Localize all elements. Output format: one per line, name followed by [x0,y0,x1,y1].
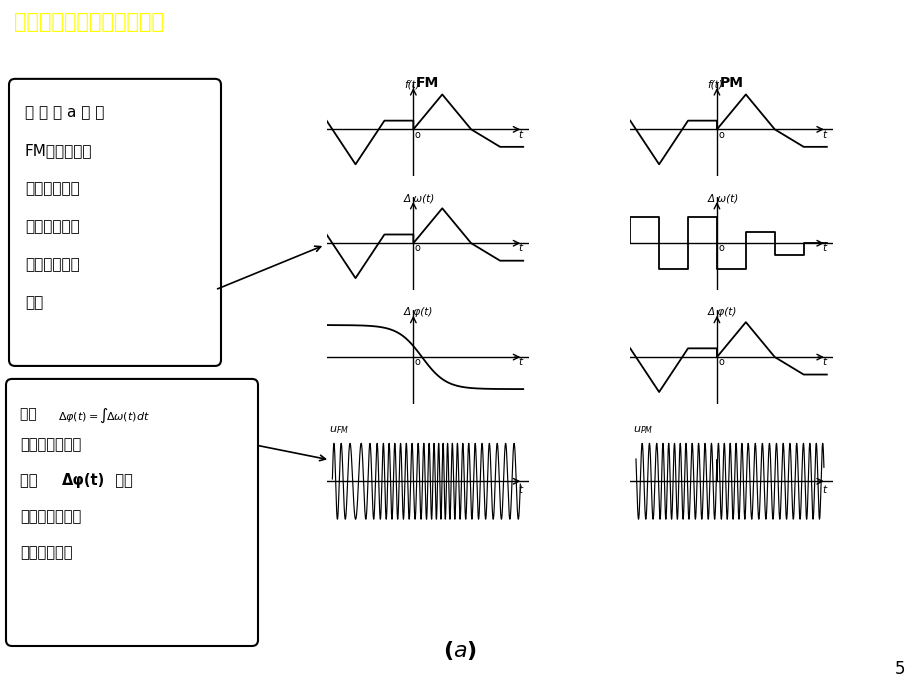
Text: o: o [718,244,723,253]
Text: o: o [718,357,723,367]
Text: o: o [718,130,723,139]
Text: 东北大学秦皇岛分校计算机工程系: 东北大学秦皇岛分校计算机工程系 [662,19,725,26]
Text: o: o [414,130,420,139]
Text: Δ ω(t): Δ ω(t) [403,193,435,203]
Text: f(t): f(t) [707,79,722,89]
Text: $\mathbf{(\mathit{a})}$: $\mathbf{(\mathit{a})}$ [442,639,477,662]
Text: t: t [821,244,825,253]
Text: t: t [517,484,522,495]
Text: 实际上可沿纵坐: 实际上可沿纵坐 [20,509,81,524]
Text: FM时，它们的: FM时，它们的 [25,143,93,158]
Text: $u_{FM}$: $u_{FM}$ [329,424,349,436]
Text: $\Delta\varphi(t)=\int\!\Delta\omega(t)dt$: $\Delta\varphi(t)=\int\!\Delta\omega(t)d… [58,407,150,425]
Text: 调频或扫频信: 调频或扫频信 [25,257,80,272]
Circle shape [289,6,919,39]
Text: t: t [821,130,825,139]
Text: Δφ(t): Δφ(t) [62,473,105,488]
Text: f(t): f(t) [403,79,419,89]
Text: t: t [821,484,825,495]
Text: t: t [821,357,825,367]
Text: Δ ω(t): Δ ω(t) [707,193,738,203]
Text: o: o [414,357,420,367]
Text: t: t [517,357,522,367]
Text: Δ φ(t): Δ φ(t) [707,307,736,317]
Text: 信 号 （ a ） 在: 信 号 （ a ） 在 [25,105,104,120]
Text: 高频电子线路习题参考答案: 高频电子线路习题参考答案 [14,12,164,32]
Text: 频率为线性变: 频率为线性变 [25,181,80,196]
Text: PM: PM [719,76,743,90]
Text: FM: FM [415,76,439,90]
Text: 化，称为线性: 化，称为线性 [25,219,80,234]
FancyBboxPatch shape [6,379,257,646]
Text: Δ φ(t): Δ φ(t) [403,307,433,317]
FancyBboxPatch shape [9,79,221,366]
Text: t: t [517,130,522,139]
Text: o: o [414,244,420,253]
Text: 的积分限不定，: 的积分限不定， [20,437,81,452]
Text: 所以: 所以 [20,473,47,488]
Text: 波形: 波形 [106,473,132,488]
Text: 号；: 号； [25,295,43,310]
Text: t: t [517,244,522,253]
Text: $u_{PM}$: $u_{PM}$ [632,424,652,436]
Text: 标上下移动；: 标上下移动； [20,545,73,560]
Text: 5: 5 [893,660,904,678]
Text: 由于: 由于 [20,407,41,421]
